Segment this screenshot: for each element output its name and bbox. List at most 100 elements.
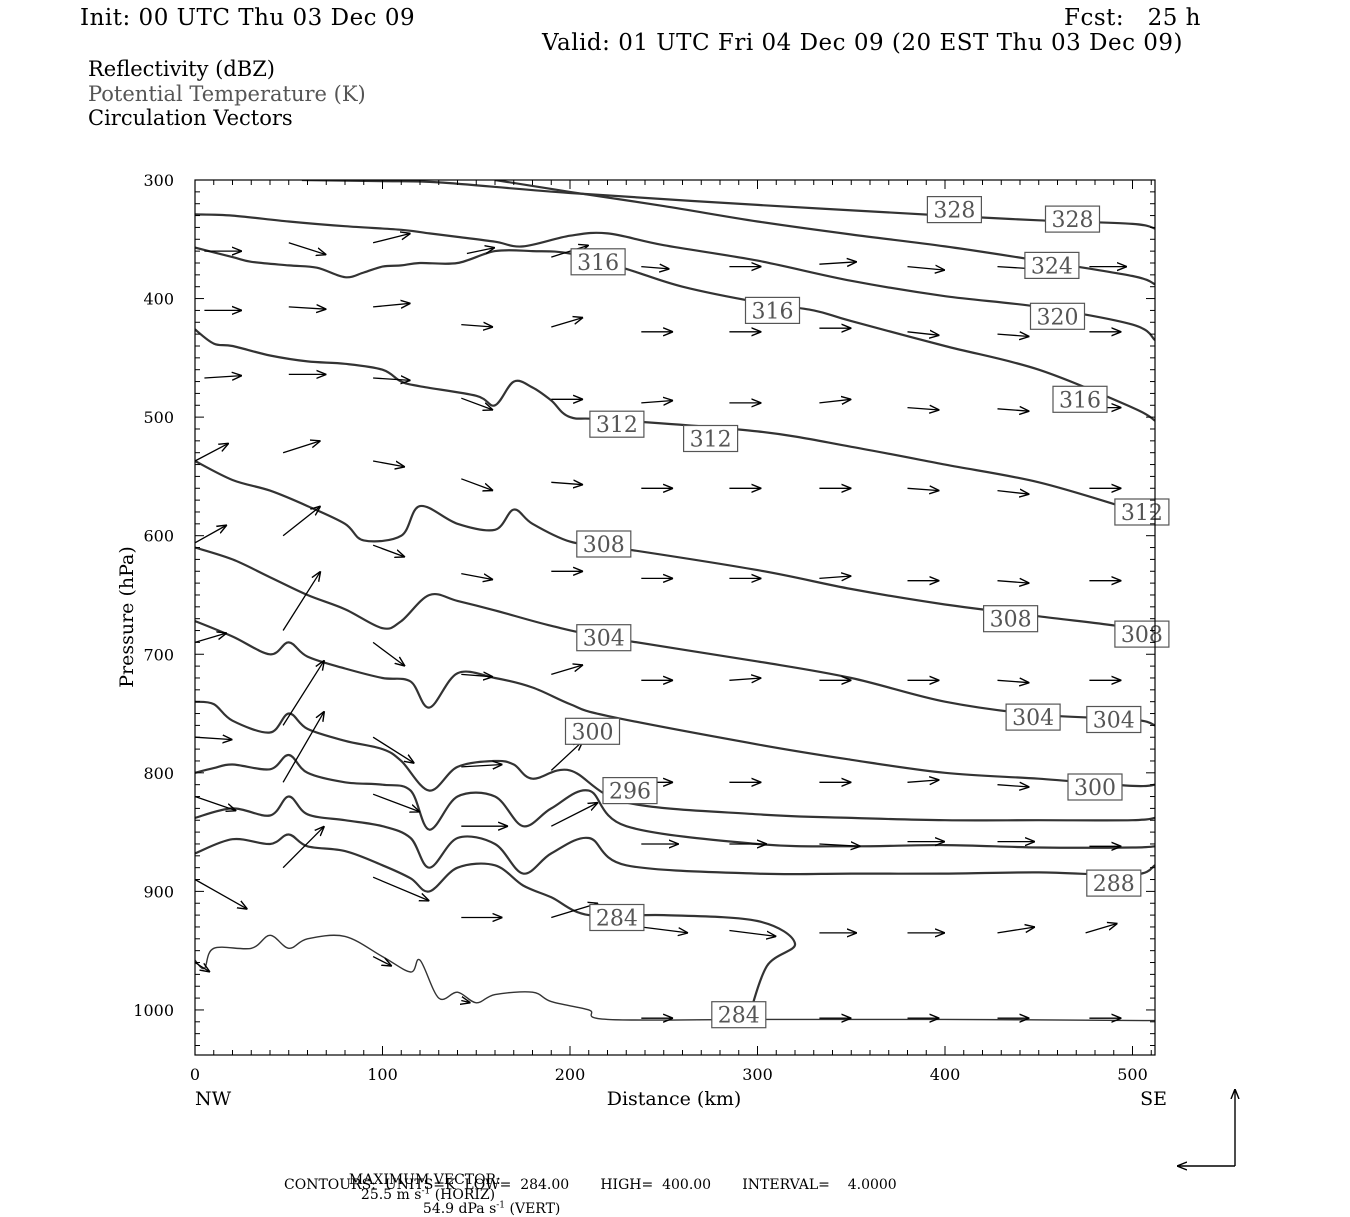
- contour-label: 316: [752, 299, 794, 324]
- circulation-vectors: [194, 233, 1127, 1018]
- legend-circulation-vectors: Circulation Vectors: [88, 106, 293, 130]
- vector-arrow: [907, 780, 940, 782]
- contour-info-line: CONTOURS: UNITS=K LOW= 284.00 HIGH= 400.…: [284, 1177, 897, 1193]
- y-tick-label: 500: [143, 408, 174, 427]
- contour-label-box: [1029, 302, 1086, 330]
- legend-reflectivity: Reflectivity (dBZ): [88, 57, 276, 81]
- vector-arrow: [907, 488, 940, 490]
- x-axis-title: Distance (km): [607, 1088, 742, 1110]
- reference-vector: [1177, 1089, 1235, 1166]
- vector-arrow: [194, 961, 210, 973]
- vector-arrow: [194, 443, 229, 462]
- vector-arrow: [288, 242, 327, 255]
- contour-label: 300: [1074, 776, 1116, 801]
- contour-label: 296: [609, 780, 651, 805]
- x-tick-label: 200: [555, 1065, 586, 1084]
- contour-label: 328: [1052, 208, 1094, 233]
- vector-arrow: [282, 660, 324, 726]
- y-tick-label: 900: [143, 882, 174, 901]
- contour-label-box: [1052, 385, 1108, 413]
- contour-label-box: [570, 248, 626, 276]
- vector-arrow: [373, 378, 411, 380]
- contour-label-box: [589, 903, 645, 932]
- isentrope-324: [494, 180, 1155, 286]
- vector-arrow: [466, 248, 495, 254]
- contour-label: 304: [1093, 709, 1135, 734]
- contour-label-box: [1024, 251, 1080, 279]
- contour-label: 300: [572, 720, 614, 745]
- vector-arrow: [997, 927, 1036, 934]
- vector-arrow: [551, 482, 583, 484]
- contour-label-box: [1086, 705, 1142, 734]
- vector-arrow: [461, 478, 493, 491]
- contour-label: 312: [1121, 501, 1163, 526]
- vector-arrow: [819, 576, 851, 578]
- vector-arrow: [282, 506, 321, 537]
- vector-arrow: [1085, 923, 1118, 934]
- contour-label-box: [564, 717, 621, 745]
- vector-arrow: [461, 325, 493, 327]
- axis-ticks: 0 100 200 300 400 500 300 400 500 600 700 800 900 100…: [133, 171, 1155, 1084]
- vector-arrow: [194, 525, 227, 544]
- vector-arrow: [641, 926, 688, 933]
- isentrope-316: [195, 246, 1155, 422]
- x-end-label-left: NW: [195, 1088, 232, 1110]
- x-tick-label: 500: [1117, 1065, 1148, 1084]
- contour-label-box: [1114, 620, 1170, 648]
- vector-arrow: [282, 571, 321, 631]
- isentrope-lines: [195, 180, 1155, 1022]
- vector-arrow: [372, 956, 392, 967]
- contour-label-box: [576, 624, 632, 652]
- plot-frame: [194, 179, 1156, 1056]
- contour-label: 308: [990, 608, 1032, 633]
- vector-arrow: [551, 665, 583, 676]
- vector-arrow: [551, 803, 598, 827]
- contour-label-box: [711, 1001, 767, 1029]
- contour-label: 288: [1093, 872, 1135, 897]
- contour-label-box: [1005, 703, 1061, 731]
- contour-labels: 328 328 324 320 316 316 316 312 312 312 308 308 308 3…: [564, 196, 1170, 1029]
- contour-label-box: [602, 776, 658, 805]
- contour-label: 308: [583, 533, 625, 558]
- vector-arrow: [372, 544, 405, 557]
- isentrope-292: [195, 753, 1155, 849]
- vector-arrow: [372, 736, 414, 763]
- contour-label-box: [682, 424, 739, 453]
- max-vector-horiz: 25.5 m s-1 (HORIZ): [360, 1186, 496, 1203]
- vector-arrow: [194, 737, 233, 739]
- vector-arrow: [373, 303, 411, 307]
- valid-time: Valid: 01 UTC Fri 04 Dec 09 (20 EST Thu …: [542, 30, 1184, 56]
- vector-arrow: [194, 795, 236, 811]
- vector-arrow: [372, 460, 405, 467]
- max-vector-label: MAXIMUM VECTOR:: [348, 1172, 501, 1188]
- x-tick-label: 100: [367, 1065, 398, 1084]
- vector-arrow: [194, 878, 248, 910]
- vector-arrow: [819, 262, 857, 264]
- contour-label: 308: [1121, 623, 1163, 648]
- vector-arrow: [282, 826, 324, 869]
- isentrope-300: [195, 620, 1155, 788]
- contour-label-box: [744, 296, 801, 324]
- contour-label: 312: [596, 413, 638, 438]
- contour-label: 304: [1012, 706, 1054, 731]
- vector-arrow: [907, 408, 940, 410]
- vector-arrow: [550, 741, 583, 771]
- vector-arrow: [282, 441, 321, 454]
- contour-label: 324: [1031, 254, 1073, 279]
- vector-arrow: [372, 233, 411, 244]
- legend-potential-temperature: Potential Temperature (K): [88, 82, 366, 106]
- isentrope-284: [195, 934, 1155, 1022]
- vector-arrow: [461, 765, 502, 767]
- vector-arrow: [372, 793, 420, 812]
- x-tick-label: 300: [742, 1065, 773, 1084]
- vector-arrow: [461, 572, 493, 580]
- y-tick-label: 600: [143, 527, 174, 546]
- vector-arrow: [551, 245, 589, 258]
- vector-arrow: [372, 876, 429, 901]
- contour-label-box: [589, 410, 645, 438]
- vector-arrow: [997, 491, 1030, 495]
- vector-arrow: [551, 318, 583, 328]
- isentrope-284: [195, 833, 797, 1020]
- x-tick-label: 0: [190, 1065, 200, 1084]
